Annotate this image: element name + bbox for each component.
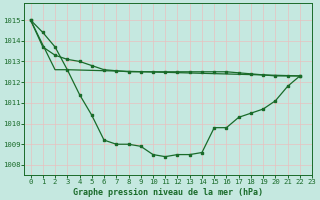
- X-axis label: Graphe pression niveau de la mer (hPa): Graphe pression niveau de la mer (hPa): [73, 188, 263, 197]
